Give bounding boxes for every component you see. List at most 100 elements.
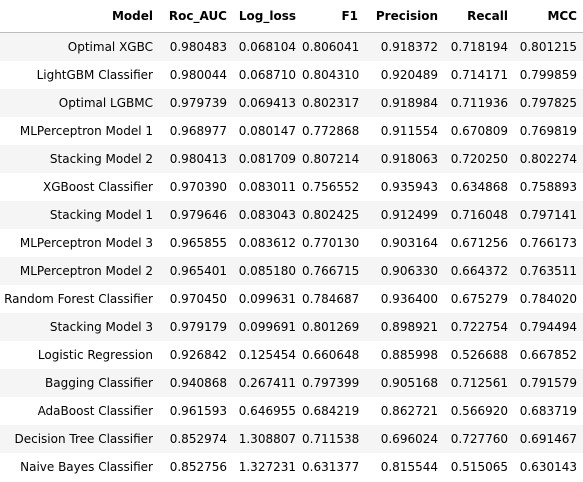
column-header-roc-auc: Roc_AUC [159, 0, 233, 33]
precision-value: 0.912499 [380, 208, 438, 222]
recall-value: 0.712561 [450, 376, 508, 390]
model-name: XGBoost Classifier [43, 180, 153, 194]
mcc-value: 0.683719 [519, 404, 577, 418]
precision-value: 0.905168 [380, 376, 438, 390]
mcc-value: 0.791579 [519, 376, 577, 390]
precision-value: 0.898921 [380, 320, 438, 334]
recall-value: 0.526688 [450, 348, 508, 362]
f1-value: 0.631377 [302, 460, 360, 474]
model-name: Optimal XGBC [67, 40, 153, 54]
log-loss-value: 0.068104 [238, 40, 296, 54]
log-loss-value: 0.099631 [238, 292, 296, 306]
model-name: AdaBoost Classifier [37, 404, 153, 418]
roc-auc-value: 0.979179 [169, 320, 227, 334]
mcc-value: 0.799859 [519, 68, 577, 82]
mcc-value: 0.691467 [519, 432, 577, 446]
table-row: MLPerceptron Model 1 0.968977 0.080147 0.77… [0, 117, 583, 145]
table-row: Stacking Model 3 0.979179 0.099691 0.801269… [0, 313, 583, 341]
mcc-value: 0.801215 [519, 40, 577, 54]
log-loss-value: 0.099691 [238, 320, 296, 334]
model-name: Decision Tree Classifier [14, 432, 154, 446]
recall-value: 0.670809 [450, 124, 508, 138]
table-row: LightGBM Classifier 0.980044 0.068710 0.804… [0, 61, 583, 89]
f1-value: 0.756552 [302, 180, 360, 194]
f1-value: 0.806041 [302, 40, 360, 54]
mcc-value: 0.797825 [519, 96, 577, 110]
model-name: Stacking Model 1 [49, 208, 153, 222]
precision-value: 0.936400 [380, 292, 438, 306]
model-name: Bagging Classifier [45, 376, 153, 390]
recall-value: 0.671256 [450, 236, 508, 250]
log-loss-value: 0.083043 [238, 208, 296, 222]
recall-value: 0.675279 [450, 292, 508, 306]
mcc-value: 0.758893 [519, 180, 577, 194]
log-loss-value: 0.083612 [238, 236, 296, 250]
roc-auc-value: 0.961593 [169, 404, 227, 418]
model-name: Stacking Model 2 [49, 152, 153, 166]
f1-value: 0.801269 [302, 320, 360, 334]
precision-value: 0.815544 [380, 460, 438, 474]
table-row: Random Forest Classifier 0.970450 0.099631… [0, 285, 583, 313]
roc-auc-value: 0.965401 [169, 264, 227, 278]
model-name: Logistic Regression [37, 348, 153, 362]
log-loss-value: 0.125454 [238, 348, 296, 362]
table-row: MLPerceptron Model 3 0.965855 0.083612 0.77… [0, 229, 583, 257]
precision-value: 0.911554 [380, 124, 438, 138]
roc-auc-value: 0.940868 [169, 376, 227, 390]
table-row: Bagging Classifier 0.940868 0.267411 0.7973… [0, 369, 583, 397]
f1-value: 0.660648 [302, 348, 360, 362]
model-name: LightGBM Classifier [36, 68, 153, 82]
mcc-value: 0.630143 [519, 460, 577, 474]
recall-value: 0.716048 [450, 208, 508, 222]
model-name: Naive Bayes Classifier [20, 460, 153, 474]
recall-value: 0.515065 [450, 460, 508, 474]
roc-auc-value: 0.968977 [169, 124, 227, 138]
log-loss-value: 0.081709 [238, 152, 296, 166]
recall-value: 0.722754 [450, 320, 508, 334]
roc-auc-value: 0.970450 [169, 292, 227, 306]
roc-auc-value: 0.965855 [169, 236, 227, 250]
precision-value: 0.885998 [380, 348, 438, 362]
mcc-value: 0.797141 [519, 208, 577, 222]
table-row: AdaBoost Classifier 0.961593 0.646955 0.684… [0, 397, 583, 425]
precision-value: 0.903164 [380, 236, 438, 250]
precision-value: 0.918372 [380, 40, 438, 54]
table-row: XGBoost Classifier 0.970390 0.083011 0.7565… [0, 173, 583, 201]
f1-value: 0.684219 [302, 404, 360, 418]
recall-value: 0.718194 [450, 40, 508, 54]
precision-value: 0.918984 [380, 96, 438, 110]
table-row: Decision Tree Classifier 0.852974 1.308807… [0, 425, 583, 453]
table-header: Model Roc_AUC Log_loss F1 Precision Reca… [0, 0, 583, 33]
precision-value: 0.862721 [380, 404, 438, 418]
f1-value: 0.804310 [302, 68, 360, 82]
log-loss-value: 0.083011 [238, 180, 296, 194]
log-loss-value: 0.646955 [238, 404, 296, 418]
roc-auc-value: 0.979739 [169, 96, 227, 110]
table-row: Naive Bayes Classifier 0.852756 1.327231 0.… [0, 453, 583, 481]
roc-auc-value: 0.926842 [169, 348, 227, 362]
table-row: Stacking Model 2 0.980413 0.081709 0.807214… [0, 145, 583, 173]
model-name: Stacking Model 3 [49, 320, 153, 334]
recall-value: 0.711936 [450, 96, 508, 110]
mcc-value: 0.769819 [519, 124, 577, 138]
log-loss-value: 1.308807 [238, 432, 296, 446]
header-row: Model Roc_AUC Log_loss F1 Precision Reca… [0, 0, 583, 33]
f1-value: 0.784687 [302, 292, 360, 306]
column-header-mcc: MCC [514, 0, 583, 33]
log-loss-value: 0.069413 [238, 96, 296, 110]
mcc-value: 0.794494 [519, 320, 577, 334]
recall-value: 0.566920 [450, 404, 508, 418]
roc-auc-value: 0.852756 [169, 460, 227, 474]
column-header-f1: F1 [302, 0, 364, 33]
roc-auc-value: 0.980413 [169, 152, 227, 166]
table-row: MLPerceptron Model 2 0.965401 0.085180 0.76… [0, 257, 583, 285]
mcc-value: 0.766173 [519, 236, 577, 250]
recall-value: 0.727760 [450, 432, 508, 446]
model-name: MLPerceptron Model 1 [19, 124, 153, 138]
column-header-recall: Recall [444, 0, 514, 33]
f1-value: 0.797399 [302, 376, 360, 390]
roc-auc-value: 0.970390 [169, 180, 227, 194]
f1-value: 0.770130 [302, 236, 360, 250]
mcc-value: 0.763511 [519, 264, 577, 278]
mcc-value: 0.802274 [519, 152, 577, 166]
